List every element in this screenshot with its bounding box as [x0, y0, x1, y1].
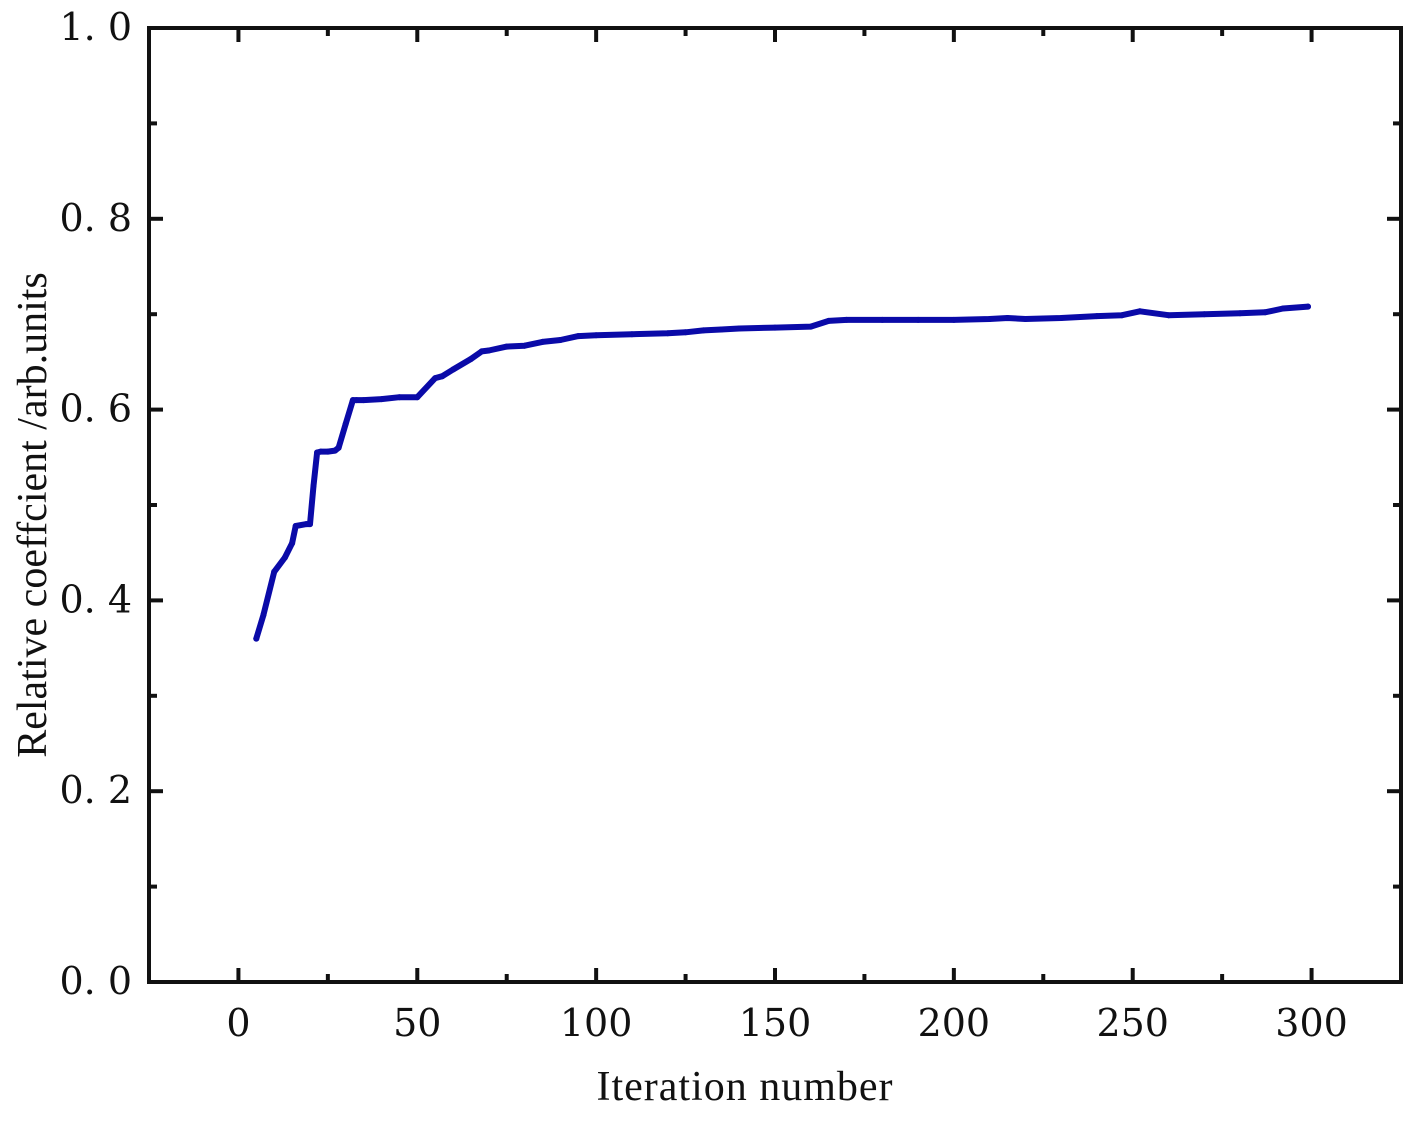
data-point — [521, 342, 528, 349]
data-point — [1201, 311, 1208, 318]
data-point — [772, 324, 778, 331]
data-point — [718, 326, 725, 333]
x-tick-label: 100 — [560, 1001, 633, 1045]
data-point — [414, 394, 421, 401]
data-point — [281, 554, 288, 561]
data-point — [879, 316, 886, 323]
data-point — [664, 330, 671, 337]
x-tick-label: 150 — [739, 1001, 812, 1045]
x-tick-label: 200 — [918, 1001, 991, 1045]
data-point — [432, 375, 439, 382]
x-tick-label: 250 — [1096, 1001, 1169, 1045]
plot-frame — [147, 26, 1403, 984]
y-tick-label: 0. 6 — [59, 387, 132, 431]
data-point — [378, 396, 385, 403]
data-point — [439, 373, 446, 380]
data-point — [1093, 313, 1100, 320]
data-point — [307, 521, 313, 528]
x-tick-label: 50 — [393, 1001, 441, 1045]
data-point — [628, 331, 635, 338]
data-point — [289, 540, 296, 547]
y-tick-label: 1. 0 — [59, 5, 132, 49]
data-point — [485, 347, 492, 354]
y-tick-label: 0. 2 — [59, 768, 132, 812]
data-point — [1119, 312, 1125, 319]
x-axis-label: Iteration number — [596, 1064, 893, 1110]
y-tick-label: 0. 4 — [59, 577, 132, 621]
data-point — [1022, 316, 1029, 322]
data-point — [807, 323, 814, 330]
data-point — [253, 635, 260, 642]
data-point — [503, 343, 510, 350]
data-point — [1136, 308, 1143, 315]
data-point — [1058, 315, 1065, 321]
data-point — [450, 366, 457, 373]
data-point — [682, 329, 689, 336]
data-point — [539, 338, 546, 345]
y-tick-label: 0. 0 — [59, 959, 132, 1003]
data-point — [557, 337, 564, 343]
data-point — [317, 448, 324, 455]
data-point — [324, 448, 331, 455]
data-point — [310, 482, 317, 489]
data-point — [1237, 310, 1243, 317]
data-point — [335, 444, 342, 451]
y-axis-label: Relative coeffcient /arb.units — [10, 272, 56, 758]
data-point — [915, 316, 922, 323]
x-tick-label: 300 — [1275, 1001, 1348, 1045]
data-point — [593, 332, 600, 339]
data-point — [1004, 315, 1011, 321]
data-point — [271, 568, 278, 575]
x-tick-label: 0 — [226, 1001, 250, 1045]
data-point — [342, 420, 349, 427]
data-point — [1165, 312, 1172, 319]
tick-labels: 0 50 100 150 200 250 300 0. 0 0. 2 0. 4 0. 6 0. 8 1.… — [59, 5, 1347, 1045]
data-point — [396, 394, 403, 401]
data-point — [353, 397, 360, 404]
data-point — [260, 611, 267, 618]
data-point — [292, 523, 299, 529]
data-point — [1280, 305, 1286, 312]
data-point — [700, 327, 707, 334]
series-layer — [253, 303, 1311, 642]
data-point — [736, 325, 743, 332]
data-point — [986, 316, 993, 322]
data-point — [950, 316, 957, 323]
data-point — [360, 397, 367, 404]
data-point — [575, 333, 582, 340]
data-point — [825, 317, 832, 324]
y-tick-label: 0. 8 — [59, 196, 132, 240]
data-point — [1262, 309, 1269, 316]
data-point — [843, 316, 850, 323]
data-point — [1305, 303, 1311, 310]
data-point — [467, 356, 474, 362]
data-point — [478, 348, 485, 355]
